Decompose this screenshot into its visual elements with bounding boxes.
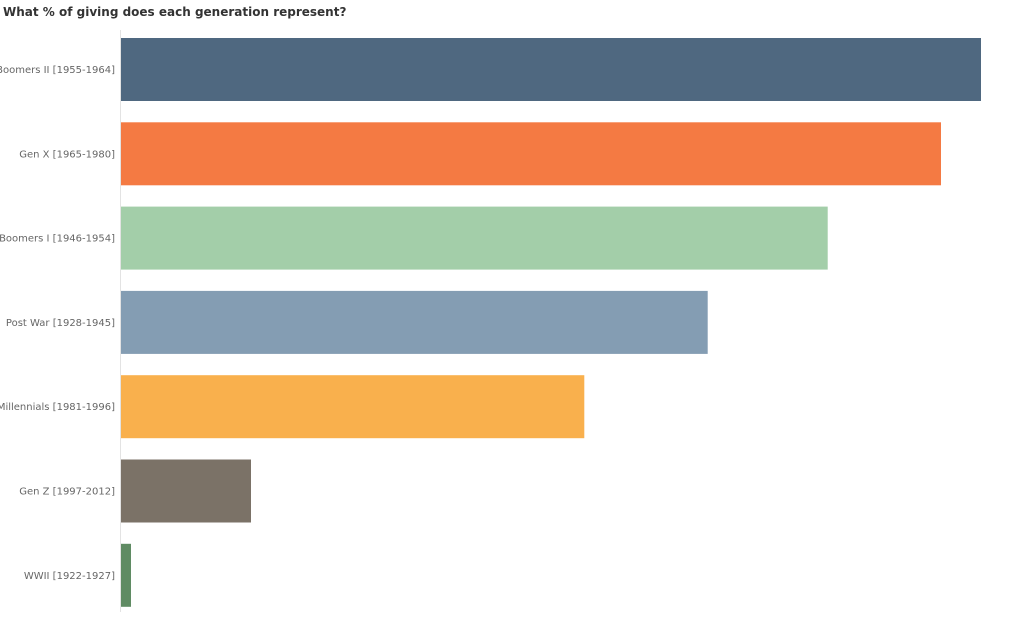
category-label-3: Post War [1928-1945]	[6, 318, 115, 329]
bar-6[interactable]	[121, 543, 131, 607]
category-label-6: WWII [1922-1927]	[24, 571, 115, 582]
category-label-1: Gen X [1965-1980]	[19, 149, 115, 160]
bar-2[interactable]	[121, 206, 828, 270]
bars-layer	[121, 38, 981, 607]
bar-3[interactable]	[121, 290, 708, 354]
category-labels: Boomers II [1955-1964] Gen X [1965-1980] B…	[0, 65, 115, 582]
category-label-2: Boomers I [1946-1954]	[0, 234, 115, 245]
bar-0[interactable]	[121, 38, 981, 101]
bar-5[interactable]	[121, 459, 251, 523]
chart-title: What % of giving does each generation re…	[3, 5, 347, 19]
category-label-4: Millennials [1981-1996]	[0, 402, 115, 413]
category-label-5: Gen Z [1997-2012]	[19, 487, 115, 498]
category-label-0: Boomers II [1955-1964]	[0, 65, 115, 76]
bar-1[interactable]	[121, 122, 941, 186]
bar-4[interactable]	[121, 375, 585, 439]
